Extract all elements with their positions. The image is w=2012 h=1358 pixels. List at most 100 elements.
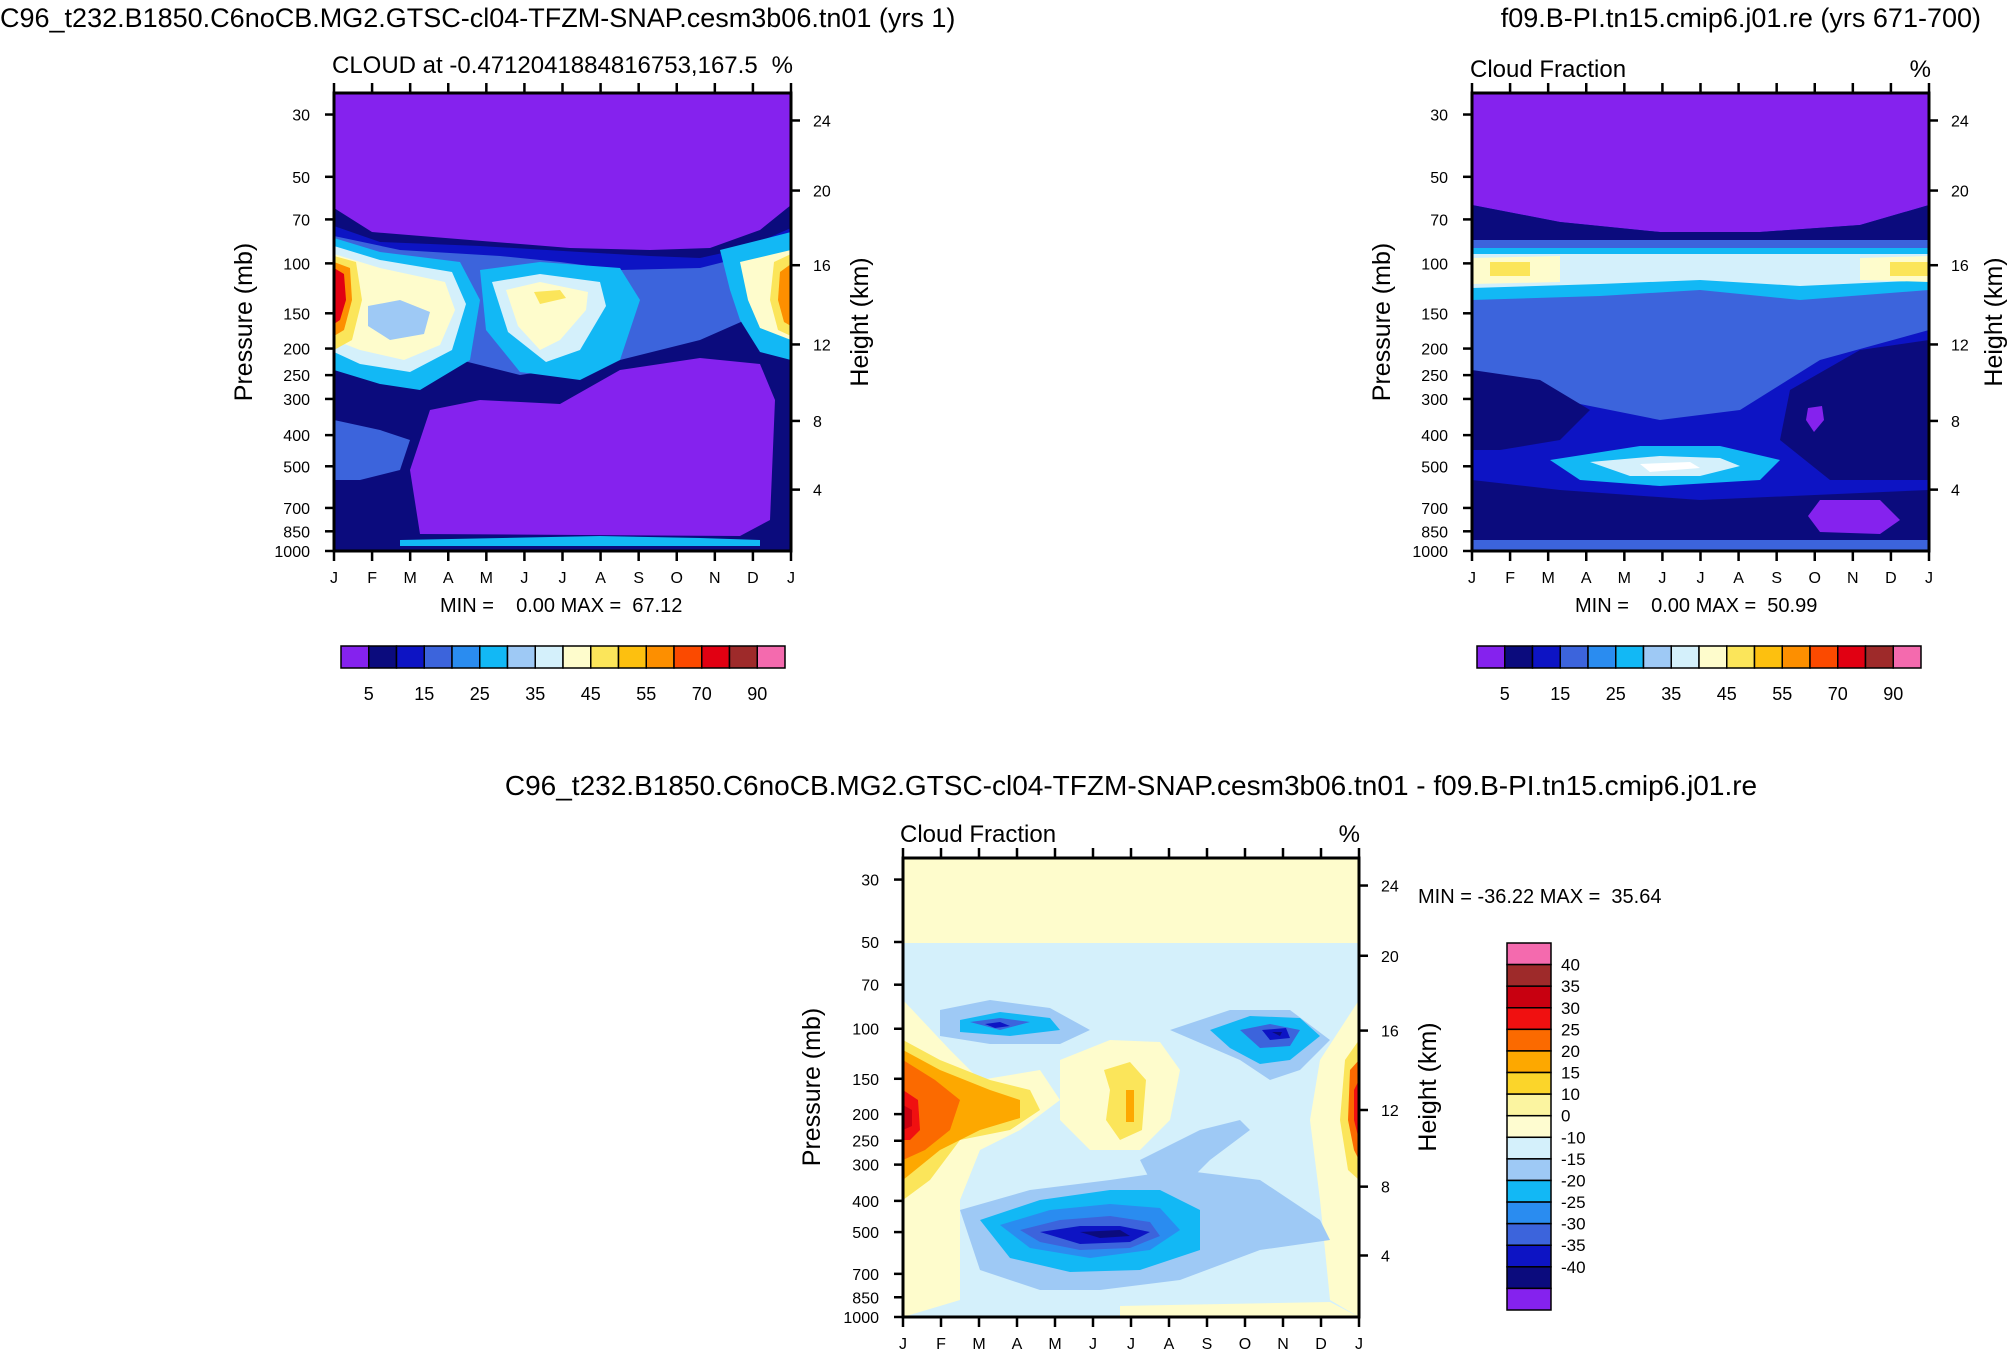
field-band-light [1472, 254, 1929, 288]
colorbar-label: -30 [1561, 1215, 1586, 1234]
panel-3-y-ticks-right: 24 20 16 12 8 4 [1359, 879, 1399, 1265]
colorbar-swatch [1506, 1050, 1552, 1074]
x-tick-label: A [1733, 570, 1744, 587]
colorbar-label: -20 [1561, 1171, 1586, 1190]
x-tick-label: J [559, 570, 567, 587]
y-right-tick-label: 20 [813, 184, 831, 201]
colorbar-swatch [645, 645, 675, 669]
x-tick-label: J [787, 570, 795, 587]
x-tick-label: A [1581, 570, 1592, 587]
x-tick-label: J [1925, 570, 1933, 587]
field-left-navy [1472, 370, 1590, 450]
colorbar-swatch [451, 645, 481, 669]
y-tick-label: 100 [1421, 256, 1448, 273]
colorbar-label: 45 [1717, 684, 1737, 704]
y-tick-label: 50 [1430, 170, 1448, 187]
y-tick-label: 300 [852, 1158, 879, 1175]
colorbar-swatch [1506, 1201, 1552, 1225]
colorbar-label: 20 [1561, 1042, 1580, 1061]
y-right-tick-label: 16 [813, 258, 831, 275]
colorbar-swatch [590, 645, 620, 669]
panel-3-top-ticks [901, 848, 1361, 858]
colorbar-swatch [340, 645, 370, 669]
field-bottom-navy [1472, 480, 1929, 551]
colorbar-swatch [1531, 645, 1561, 669]
colorbar-label: 15 [1550, 684, 1570, 704]
y-right-tick-label: 8 [1381, 1180, 1390, 1197]
colorbar-swatch [1642, 645, 1672, 669]
x-tick-label: M [1048, 1336, 1061, 1353]
y-tick-label: 250 [283, 368, 310, 385]
y-tick-label: 30 [292, 108, 310, 125]
x-tick-label: J [1355, 1336, 1363, 1353]
y-tick-label: 1000 [274, 544, 310, 561]
field-right-navy [1780, 340, 1929, 480]
colorbar-label: 70 [692, 684, 712, 704]
x-tick-label: M [1542, 570, 1555, 587]
colorbar-label: 35 [1561, 977, 1580, 996]
panel-3-subtitle: Cloud Fraction [900, 821, 1056, 848]
colorbar-swatch [562, 645, 592, 669]
y-right-tick-label: 16 [1951, 258, 1969, 275]
panel-1-subtitle: CLOUD at -0.4712041884816753,167.5 [332, 52, 758, 79]
panel-2-field [1472, 93, 1929, 551]
field-bottom-cream [1120, 1302, 1359, 1317]
colorbar-swatch [1506, 1007, 1552, 1031]
y-right-tick-label: 4 [1381, 1248, 1390, 1265]
colorbar-label: 10 [1561, 1085, 1580, 1104]
x-tick-label: N [1277, 1336, 1289, 1353]
panel-3: C96_t232.B1850.C6noCB.MG2.GTSC-cl04-TFZM… [505, 770, 1757, 1353]
x-tick-label: D [1315, 1336, 1327, 1353]
colorbar-swatch [673, 645, 703, 669]
panel-2-stats: MIN = 0.00 MAX = 50.99 [1575, 595, 1817, 617]
colorbar-swatch [756, 645, 786, 669]
y-right-tick-label: 4 [1951, 483, 1960, 500]
field-left-darkred [903, 1105, 912, 1130]
panel-2-ylabel: Pressure (mb) [1368, 243, 1396, 401]
colorbar-swatch [1615, 645, 1645, 669]
field-upper-navy [1472, 205, 1929, 240]
x-tick-label: O [1239, 1336, 1251, 1353]
colorbar-swatch [617, 645, 647, 669]
y-right-tick-label: 24 [1951, 113, 1969, 130]
colorbar-swatch [1506, 1222, 1552, 1246]
colorbar-swatch [1587, 645, 1617, 669]
colorbar-label: -15 [1561, 1150, 1586, 1169]
panel-3-title: C96_t232.B1850.C6noCB.MG2.GTSC-cl04-TFZM… [505, 770, 1757, 801]
panel-1-y-ticks: 30 50 70 100 150 200 250 300 400 500 700 850 1000 [274, 108, 334, 561]
colorbar-label: 30 [1561, 999, 1580, 1018]
panel-2: f09.B-PI.tn15.cmip6.j01.re (yrs 671-700)… [1368, 3, 2008, 704]
panel-2-top-ticks [1470, 83, 1931, 93]
colorbar-swatch [1506, 1287, 1552, 1311]
colorbar-label: 5 [1500, 684, 1510, 704]
y-tick-label: 200 [1421, 342, 1448, 359]
y-tick-label: 100 [852, 1022, 879, 1039]
field-center-yellow [534, 290, 566, 304]
y-tick-label: 400 [852, 1194, 879, 1211]
x-tick-label: J [1127, 1336, 1135, 1353]
panel-3-field [903, 858, 1359, 1317]
x-tick-label: J [1697, 570, 1705, 587]
y-right-tick-label: 16 [1381, 1024, 1399, 1041]
panel-3-y-ticks: 30 50 70 100 150 200 250 300 400 500 700 850 1000 [843, 873, 903, 1327]
panel-3-colorbar: 40 35 30 25 20 15 10 0 -10 -15 -20 -25 -30 -35 -40 [1506, 942, 1586, 1311]
colorbar-swatch [368, 645, 398, 669]
field-top-cream [903, 858, 1359, 943]
y-right-tick-label: 20 [1381, 949, 1399, 966]
colorbar-label: 15 [1561, 1064, 1580, 1083]
colorbar-swatch [701, 645, 731, 669]
y-tick-label: 1000 [843, 1310, 879, 1327]
panel-3-units: % [1339, 821, 1360, 848]
colorbar-swatch [728, 645, 758, 669]
y-tick-label: 300 [1421, 392, 1448, 409]
field-bottom-blue [1472, 540, 1929, 551]
x-tick-label: S [1202, 1336, 1213, 1353]
colorbar-swatch [1506, 1136, 1552, 1160]
y-right-tick-label: 12 [1381, 1103, 1399, 1120]
panel-1-stats: MIN = 0.00 MAX = 67.12 [440, 595, 682, 617]
y-tick-label: 850 [1421, 524, 1448, 541]
y-right-tick-label: 12 [1951, 337, 1969, 354]
colorbar-label: 40 [1561, 956, 1580, 975]
